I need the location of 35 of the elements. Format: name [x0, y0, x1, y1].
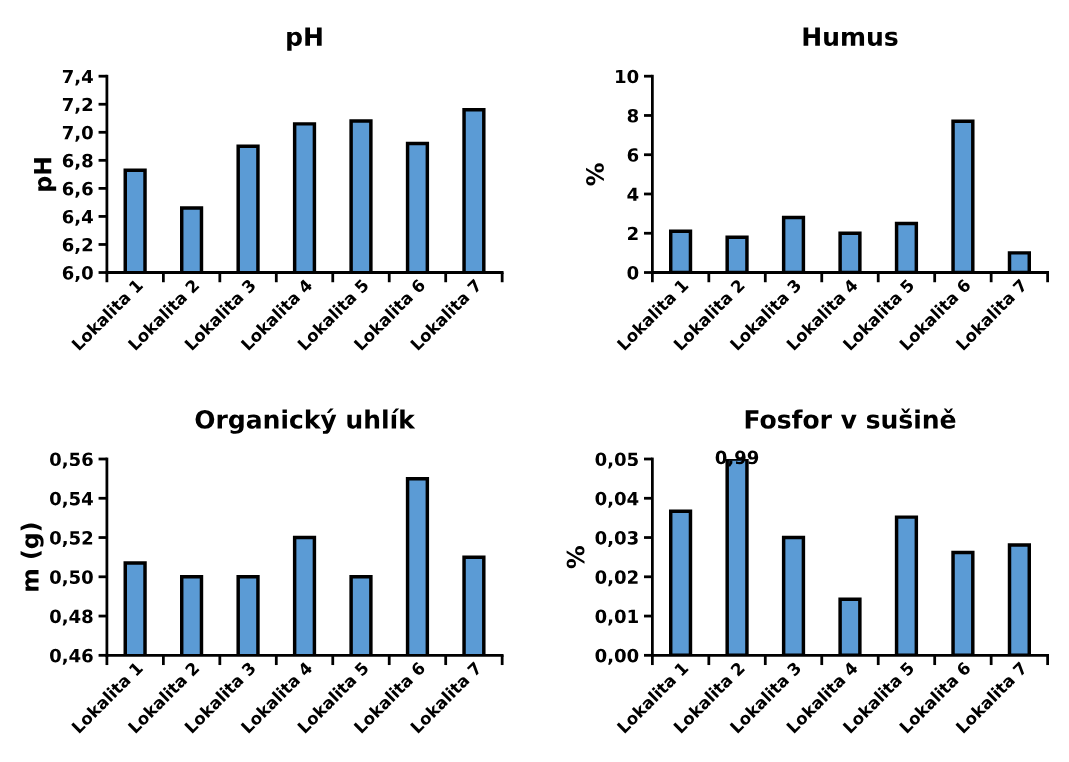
chart-title: pH: [287, 27, 322, 51]
y-tick-label: 0,01: [595, 609, 638, 626]
y-axis-title: %: [586, 163, 604, 186]
y-tick-label: 2: [628, 226, 638, 241]
chart-title: Fosfor v sušině: [745, 408, 956, 429]
y-axis-title: m (g): [20, 523, 44, 591]
y-tick-label: 0,48: [50, 609, 93, 626]
y-tick-label: 0,02: [595, 570, 638, 587]
y-tick-label: 7,0: [62, 125, 93, 142]
y-tick-label: 6,6: [62, 181, 93, 198]
y-tick-label: 6,4: [62, 209, 93, 226]
y-tick-label: 4: [627, 187, 639, 201]
y-axis-title: %: [566, 546, 585, 569]
y-tick-label: 0,04: [595, 491, 639, 508]
y-tick-label: 0,50: [50, 570, 93, 587]
y-tick-label: 0,46: [50, 648, 93, 665]
y-tick-label: 0,52: [50, 530, 93, 547]
y-tick-label: 7,2: [62, 97, 93, 114]
y-axis-title: pH: [34, 158, 57, 191]
y-tick-label: 0,03: [595, 530, 638, 547]
y-tick-label: 6,2: [62, 237, 93, 254]
y-tick-label: 10: [616, 69, 639, 84]
y-tick-label: 0,05: [595, 452, 638, 469]
annotation: 0,99: [715, 450, 759, 467]
chart-title: Humus: [803, 27, 898, 46]
y-tick-label: 0,54: [50, 491, 93, 508]
y-tick-label: 0: [627, 265, 639, 280]
y-tick-label: 0,00: [595, 648, 639, 665]
y-tick-label: 6: [627, 148, 639, 162]
y-tick-label: 0,56: [50, 452, 93, 469]
y-tick-label: 6,8: [62, 153, 93, 170]
chart-title: Organický uhlík: [195, 408, 416, 434]
y-tick-label: 7,4: [62, 69, 93, 86]
y-tick-label: 6,0: [62, 265, 93, 282]
y-tick-label: 8: [627, 108, 639, 123]
